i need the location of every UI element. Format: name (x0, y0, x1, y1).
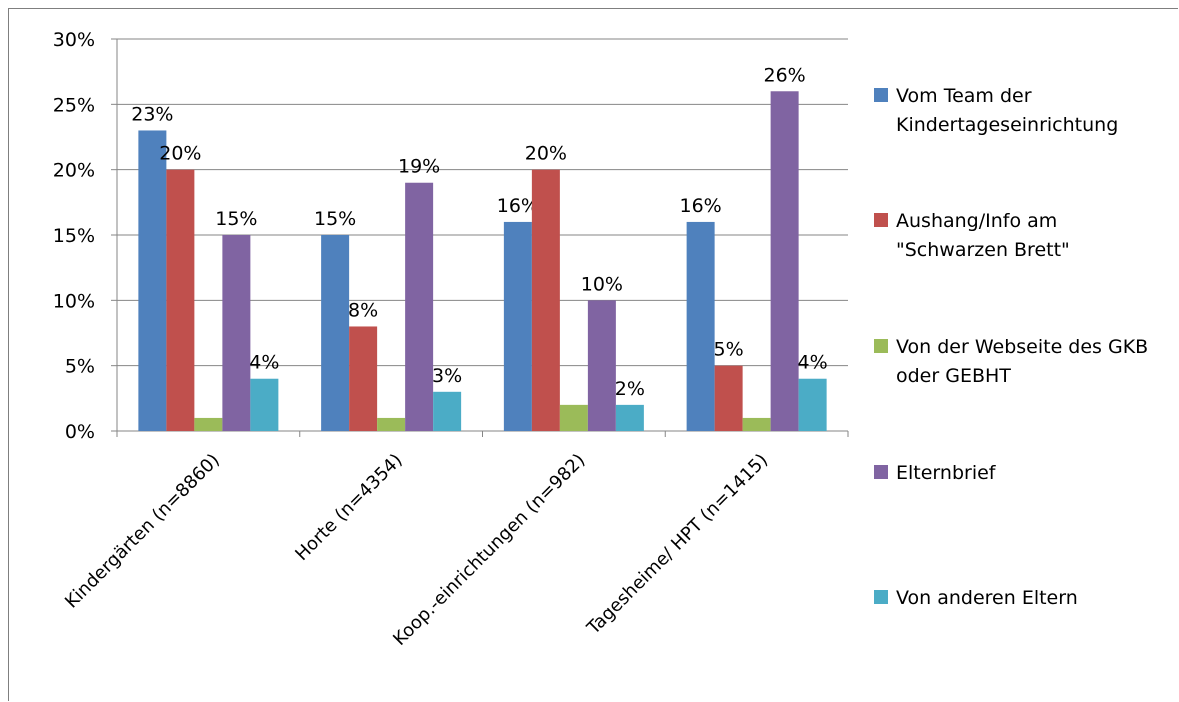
legend-swatch (874, 213, 888, 227)
bar (798, 378, 827, 431)
data-label: 20% (159, 143, 201, 165)
bar (587, 300, 616, 431)
category-label: Tagesheime/ HPT (n=1415) (582, 450, 772, 640)
chart-frame (8, 8, 1178, 701)
bar (742, 417, 771, 431)
category-label: Koop.-einrichtungen (n=982) (389, 450, 589, 650)
legend-swatch (874, 339, 888, 353)
data-label: 8% (348, 299, 378, 321)
bar (321, 235, 350, 431)
bar (433, 391, 462, 431)
y-tick-label: 0% (65, 421, 95, 443)
data-label: 2% (615, 378, 645, 400)
legend-item-webseite: Von der Webseite des GKB oder GEBHT (874, 333, 1161, 391)
data-label: 16% (680, 195, 722, 217)
bar (250, 378, 279, 431)
legend-label: Vom Team der Kindertageseinrichtung (896, 85, 1119, 136)
category-label: Horte (n=4354) (291, 450, 406, 565)
data-label: 16% (497, 195, 539, 217)
legend-item-eltern: Von anderen Eltern (874, 584, 1161, 613)
bar (531, 169, 560, 431)
legend-item-aushang: Aushang/Info am "Schwarzen Brett" (874, 207, 1161, 265)
data-label: 4% (249, 352, 279, 374)
y-tick-label: 10% (53, 290, 95, 312)
legend-label: Aushang/Info am "Schwarzen Brett" (896, 210, 1070, 261)
y-tick-label: 20% (53, 160, 95, 182)
data-label: 15% (215, 208, 257, 230)
y-tick-label: 5% (65, 356, 95, 378)
data-label: 10% (581, 273, 623, 295)
legend-swatch (874, 88, 888, 102)
data-label: 3% (432, 365, 462, 387)
legend-label: Von anderen Eltern (896, 587, 1078, 609)
legend-item-team: Vom Team der Kindertageseinrichtung (874, 82, 1161, 140)
bar (405, 182, 434, 431)
bar (138, 130, 167, 431)
category-label: Kindergärten (n=8860) (61, 450, 224, 613)
data-label: 26% (764, 64, 806, 86)
data-label: 19% (398, 156, 440, 178)
bar (714, 365, 743, 431)
y-tick-label: 25% (53, 94, 95, 116)
bar (770, 91, 799, 432)
data-label: 4% (798, 352, 828, 374)
bar (377, 417, 406, 431)
y-tick-label: 15% (53, 225, 95, 247)
y-tick-label: 30% (53, 29, 95, 51)
bar (194, 417, 223, 431)
legend-swatch (874, 465, 888, 479)
bar (559, 404, 588, 431)
legend-label: Von der Webseite des GKB oder GEBHT (896, 336, 1149, 387)
bar (686, 221, 715, 431)
bar (166, 169, 195, 431)
bar (503, 221, 532, 431)
data-label: 23% (131, 103, 173, 125)
bar (222, 235, 251, 431)
data-label: 15% (314, 208, 356, 230)
bar (615, 404, 644, 431)
bar (349, 326, 378, 431)
legend-swatch (874, 590, 888, 604)
legend-label: Elternbrief (896, 462, 996, 484)
data-label: 5% (714, 339, 744, 361)
data-label: 20% (525, 143, 567, 165)
legend: Vom Team der Kindertageseinrichtung Aush… (874, 0, 1174, 702)
legend-item-elternbrief: Elternbrief (874, 459, 1161, 488)
